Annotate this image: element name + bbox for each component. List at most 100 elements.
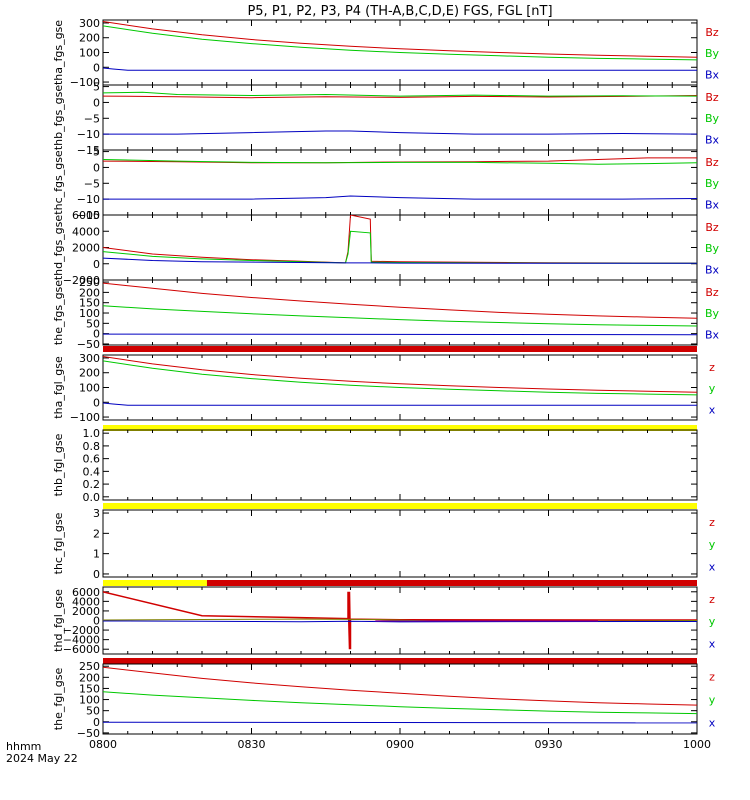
y-tick-label: −50 bbox=[77, 338, 100, 351]
series-line-Bx bbox=[103, 130, 697, 135]
y-tick-label: 100 bbox=[79, 307, 100, 320]
y-tick-label: 4000 bbox=[72, 595, 100, 608]
series-line-y bbox=[103, 360, 697, 396]
y-tick-label: 0.6 bbox=[83, 453, 101, 466]
legend-entry-Bz: Bz bbox=[705, 156, 719, 169]
y-axis-label: the_fgs_gse bbox=[52, 280, 65, 345]
y-tick-label: 200 bbox=[79, 32, 100, 45]
y-tick-label: 300 bbox=[79, 17, 100, 30]
y-tick-label: −5 bbox=[84, 177, 100, 190]
y-tick-label: 4000 bbox=[72, 225, 100, 238]
panel-thc_fgs_gse: −15 −10 −5 0 5 thc_fgs_gse Bz By Bx bbox=[52, 146, 720, 222]
status-bar-tha_fgl_gse bbox=[103, 346, 697, 352]
x-tick-label: 0830 bbox=[238, 738, 266, 751]
y-tick-label: 300 bbox=[79, 352, 100, 365]
legend-entry-x: x bbox=[709, 560, 716, 573]
y-tick-label: 150 bbox=[79, 682, 100, 695]
panel-thc_fgl_gse: 0 1 2 3 thc_fgl_gse zyx bbox=[52, 503, 716, 581]
y-tick-label: 100 bbox=[79, 694, 100, 707]
series-line-By bbox=[103, 91, 697, 97]
series-line-Bx bbox=[103, 67, 697, 71]
y-tick-label: 0 bbox=[93, 328, 100, 341]
y-tick-label: 250 bbox=[79, 276, 100, 289]
y-tick-label: −15 bbox=[77, 144, 100, 157]
y-tick-label: −2000 bbox=[63, 624, 100, 637]
legend-entry-y: y bbox=[709, 382, 716, 395]
panel-thb_fgs_gse: −15 −10 −5 0 5 thb_fgs_gse Bz By Bx bbox=[52, 81, 720, 157]
y-tick-label: 150 bbox=[79, 297, 100, 310]
status-bar-thc_fgl_gse bbox=[103, 503, 697, 509]
y-tick-label: −2000 bbox=[63, 274, 100, 287]
legend-entry-Bx: Bx bbox=[705, 199, 720, 212]
y-tick-label: 0 bbox=[93, 258, 100, 271]
status-bar-the_fgl_gse bbox=[103, 658, 697, 664]
y-tick-label: −15 bbox=[77, 209, 100, 222]
y-tick-label: 5 bbox=[93, 81, 100, 94]
legend-entry-x: x bbox=[709, 637, 716, 650]
series-line-Bz bbox=[103, 95, 697, 99]
status-bar-thb_fgl_gse bbox=[103, 425, 697, 431]
y-tick-label: 50 bbox=[86, 705, 100, 718]
legend-entry-By: By bbox=[705, 242, 720, 255]
legend-entry-z: z bbox=[709, 361, 715, 374]
panel-frame bbox=[102, 509, 698, 578]
y-tick-label: 2000 bbox=[72, 605, 100, 618]
legend-entry-y: y bbox=[709, 538, 716, 551]
footer-date: 2024 May 22 bbox=[6, 752, 78, 765]
legend-entry-Bz: Bz bbox=[705, 286, 719, 299]
y-tick-label: 0.2 bbox=[83, 478, 101, 491]
series-line-By bbox=[103, 230, 697, 264]
y-tick-label: 200 bbox=[79, 286, 100, 299]
panel-frame bbox=[102, 279, 698, 346]
y-tick-label: −5 bbox=[84, 112, 100, 125]
legend-entry-Bx: Bx bbox=[705, 134, 720, 147]
x-tick-label: 0930 bbox=[535, 738, 563, 751]
y-tick-label: −100 bbox=[70, 411, 100, 424]
series-line-x bbox=[103, 402, 697, 406]
status-bar-segment-1 bbox=[206, 580, 697, 586]
y-tick-label: 0 bbox=[93, 96, 100, 109]
series-line-Bz bbox=[103, 282, 697, 319]
legend-entry-x: x bbox=[709, 717, 716, 730]
y-axis-label: thc_fgs_gse bbox=[52, 150, 65, 215]
y-tick-label: −100 bbox=[70, 76, 100, 89]
y-tick-label: 2 bbox=[93, 527, 100, 540]
legend-entry-By: By bbox=[705, 307, 720, 320]
y-axis-label: thd_fgl_gse bbox=[52, 589, 65, 652]
y-axis-label: thc_fgl_gse bbox=[52, 512, 65, 574]
series-line-Bz bbox=[103, 215, 697, 264]
legend-entry-Bz: Bz bbox=[705, 221, 719, 234]
y-tick-label: 5 bbox=[93, 146, 100, 159]
series-line-By bbox=[103, 25, 697, 61]
legend-entry-Bx: Bx bbox=[705, 69, 720, 82]
panel-frame bbox=[102, 429, 698, 501]
y-tick-label: −4000 bbox=[63, 634, 100, 647]
legend-entry-Bz: Bz bbox=[705, 26, 719, 39]
y-axis-label: thb_fgs_gse bbox=[52, 85, 65, 151]
y-axis-label: the_fgl_gse bbox=[52, 668, 65, 731]
y-axis-label: tha_fgs_gse bbox=[52, 20, 65, 85]
x-tick-label: 1000 bbox=[683, 738, 711, 751]
panel-thd_fgs_gse: −2000 0 2000 4000 6000 thd_fgs_gse Bz By Bx bbox=[52, 209, 720, 287]
y-tick-label: 0 bbox=[93, 161, 100, 174]
y-tick-label: 0.0 bbox=[83, 491, 101, 504]
panel-frame bbox=[102, 149, 698, 216]
series-line-By bbox=[103, 159, 697, 165]
y-tick-label: 6000 bbox=[72, 209, 100, 222]
series-line-By bbox=[103, 305, 697, 327]
panel-thb_fgl_gse: 0.00.20.40.60.81.0 thb_fgl_gse bbox=[52, 425, 698, 504]
y-axis-label: thd_fgs_gse bbox=[52, 215, 65, 281]
series-line-z bbox=[103, 666, 697, 706]
series-line-Bx bbox=[103, 195, 697, 200]
legend-entry-y: y bbox=[709, 694, 716, 707]
y-tick-label: −10 bbox=[77, 193, 100, 206]
legend-entry-By: By bbox=[705, 47, 720, 60]
series-line-Bx bbox=[103, 257, 697, 264]
y-tick-label: 50 bbox=[86, 317, 100, 330]
y-tick-label: 200 bbox=[79, 671, 100, 684]
panel-frame bbox=[102, 663, 698, 735]
